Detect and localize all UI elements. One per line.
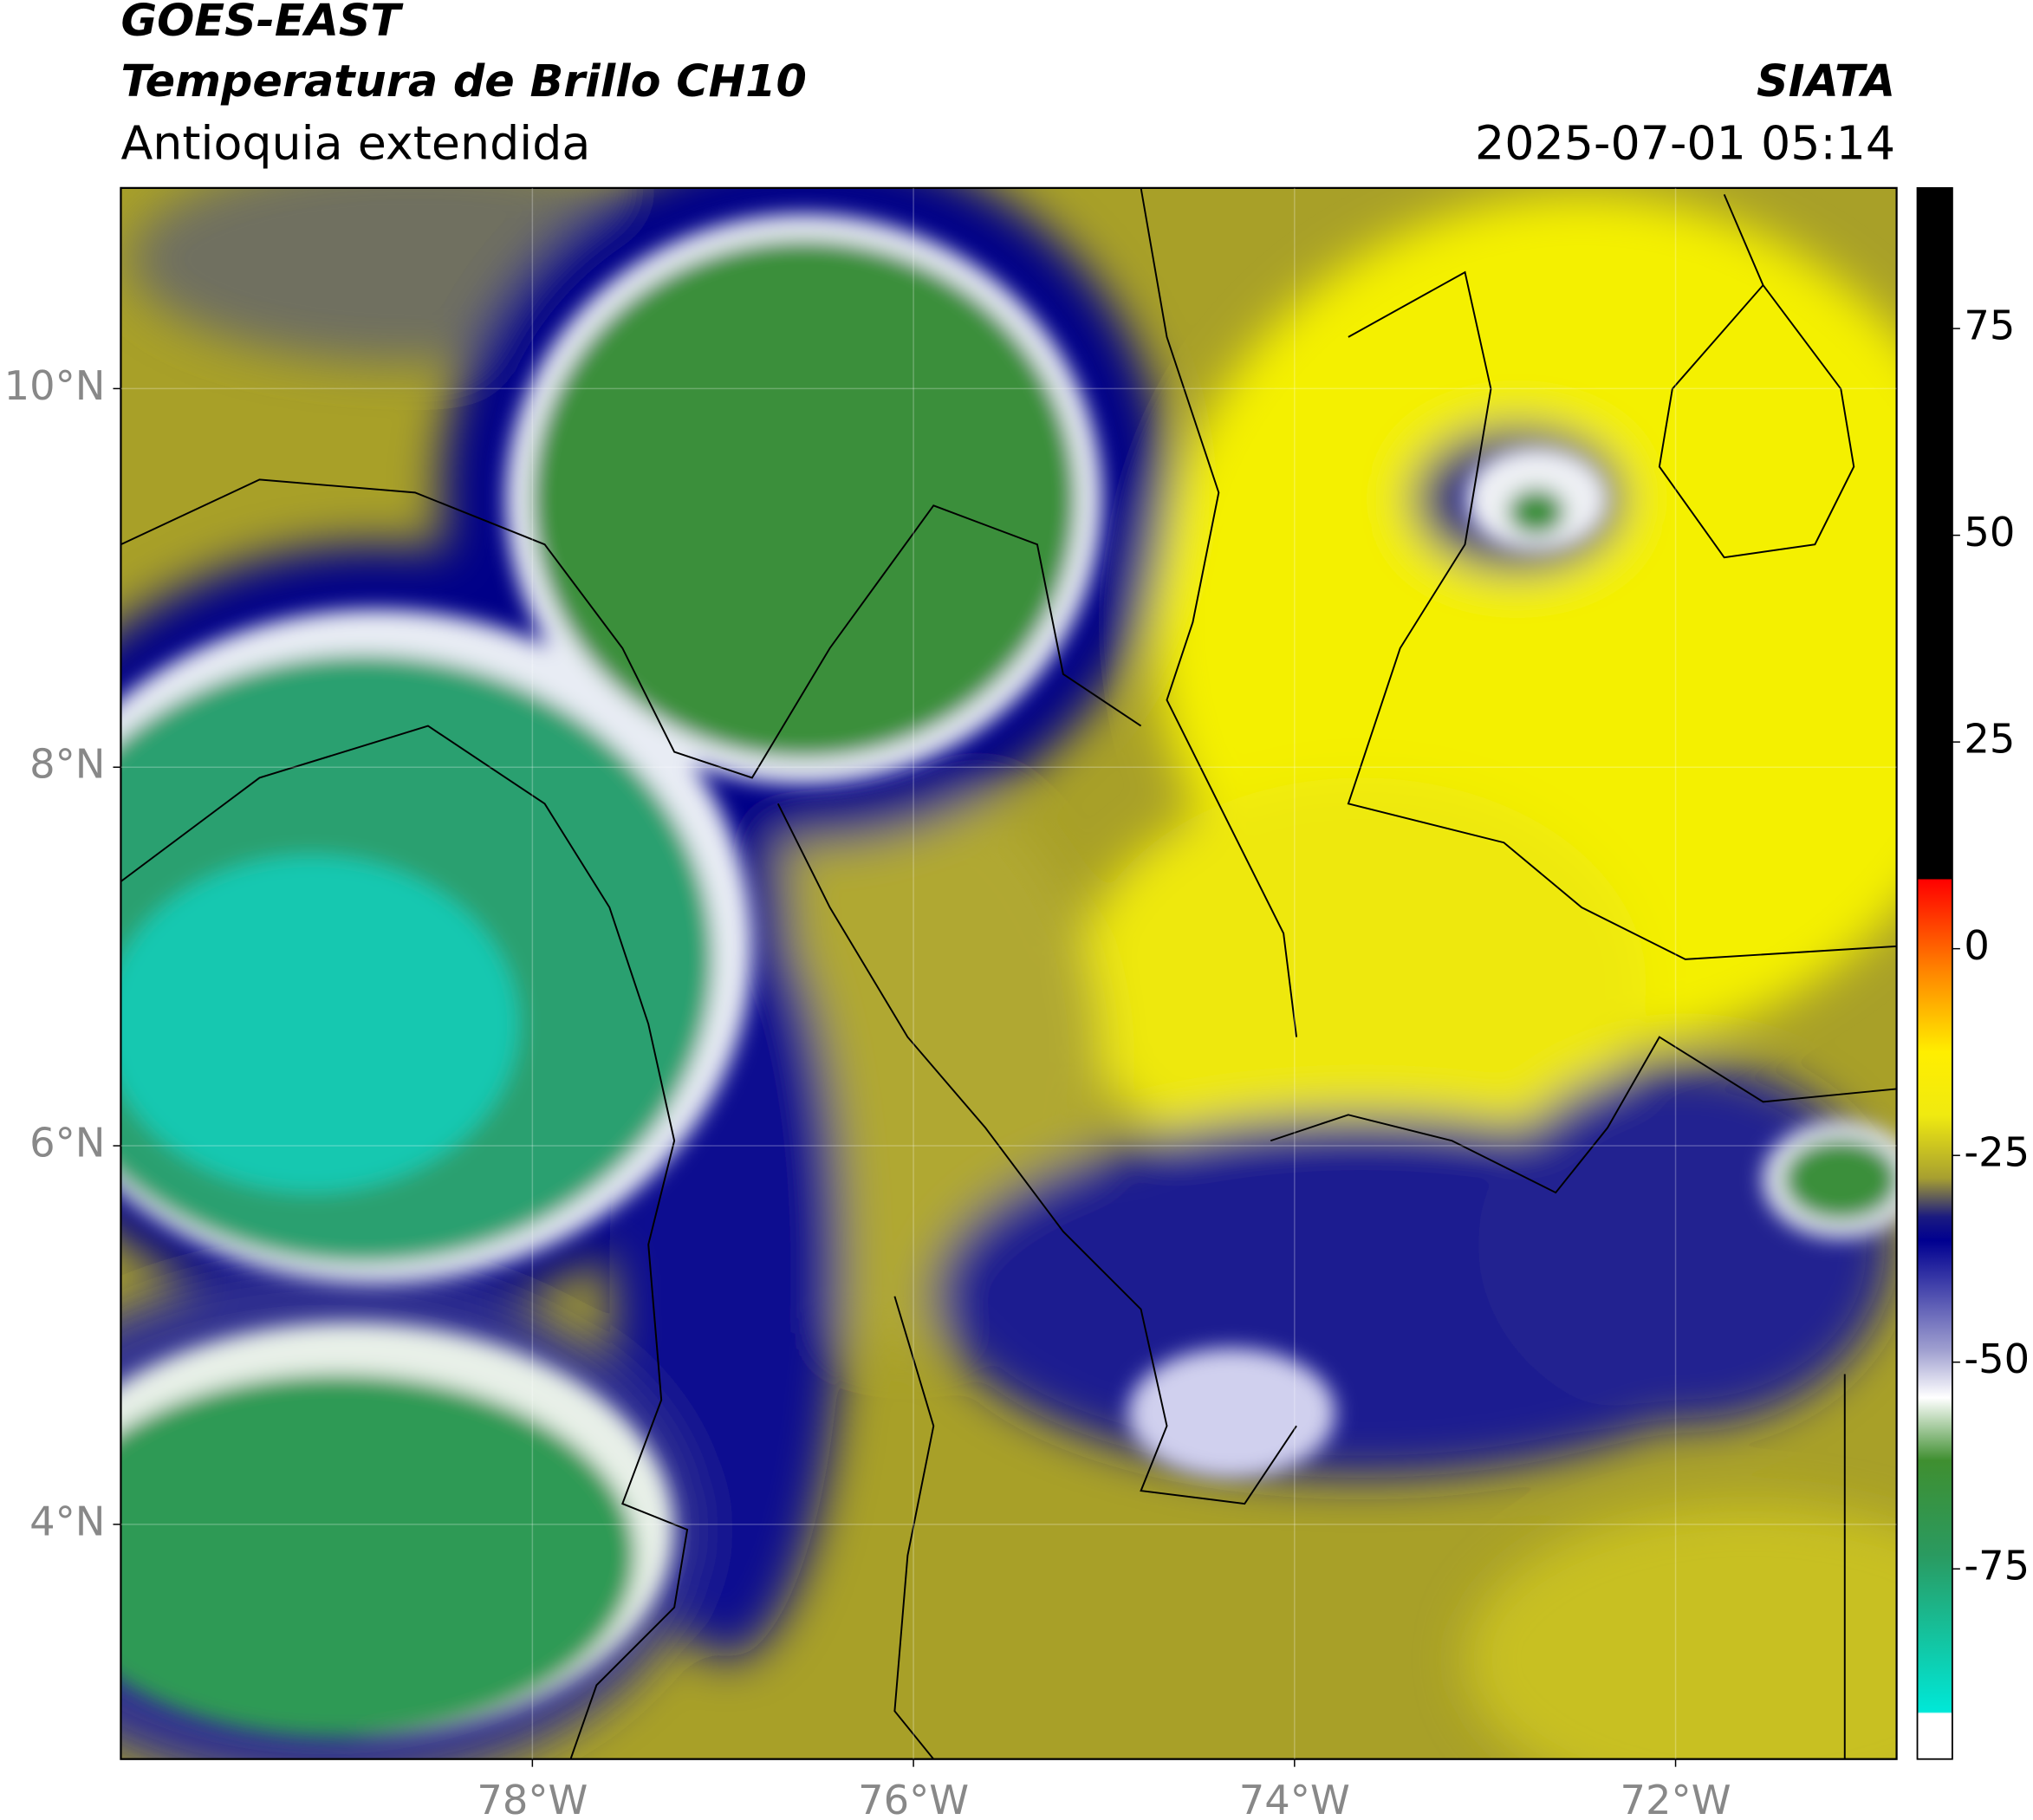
colorbar-tick-label: -75 xyxy=(1964,1543,2030,1589)
colorbar-tick-label: -50 xyxy=(1964,1336,2030,1382)
y-tick-label: 8°N xyxy=(29,741,105,788)
x-tick-label: 78°W xyxy=(477,1777,588,1820)
region: Antioquia extendida xyxy=(120,116,590,171)
x-tick-label: 76°W xyxy=(858,1777,969,1820)
y-tick-label: 4°N xyxy=(29,1498,105,1544)
colorbar-tick-label: 0 xyxy=(1964,922,1990,969)
colorbar-tick-label: 50 xyxy=(1964,509,2015,556)
colorbar-tick-label: 25 xyxy=(1964,716,2015,763)
title: GOES-EAST xyxy=(120,0,404,46)
colorbar-tick-label: -25 xyxy=(1964,1129,2030,1176)
datetime: 2025-07-01 05:14 xyxy=(1475,116,1895,171)
subtitle: Temperatura de Brillo CH10 xyxy=(120,55,806,107)
map-frame xyxy=(120,186,1898,1760)
x-tick-label: 72°W xyxy=(1621,1777,1731,1820)
x-tick-label: 74°W xyxy=(1239,1777,1350,1820)
colorbar xyxy=(1916,186,1953,1760)
colorbar-tick-label: 75 xyxy=(1964,302,2015,349)
source: SIATA xyxy=(1757,55,1895,107)
y-tick-label: 10°N xyxy=(4,362,106,409)
satellite-image xyxy=(120,187,1897,1759)
y-tick-label: 6°N xyxy=(29,1120,105,1167)
